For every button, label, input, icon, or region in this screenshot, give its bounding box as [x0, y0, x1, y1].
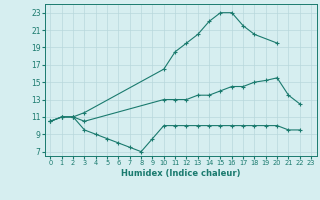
- X-axis label: Humidex (Indice chaleur): Humidex (Indice chaleur): [121, 169, 241, 178]
